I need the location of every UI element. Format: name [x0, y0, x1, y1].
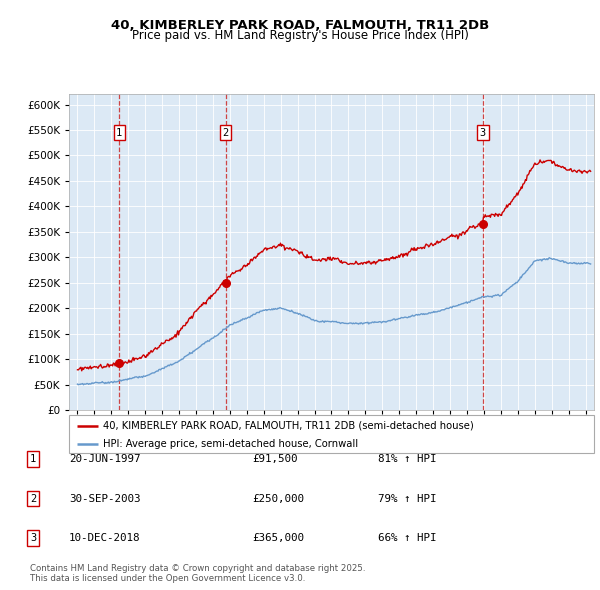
- Text: £91,500: £91,500: [252, 454, 298, 464]
- Text: 40, KIMBERLEY PARK ROAD, FALMOUTH, TR11 2DB: 40, KIMBERLEY PARK ROAD, FALMOUTH, TR11 …: [111, 19, 489, 32]
- Text: 3: 3: [30, 533, 36, 543]
- Text: 1: 1: [30, 454, 36, 464]
- Text: £365,000: £365,000: [252, 533, 304, 543]
- Text: £250,000: £250,000: [252, 494, 304, 503]
- Text: Price paid vs. HM Land Registry's House Price Index (HPI): Price paid vs. HM Land Registry's House …: [131, 30, 469, 42]
- Text: 2: 2: [30, 494, 36, 503]
- Text: 20-JUN-1997: 20-JUN-1997: [69, 454, 140, 464]
- Text: HPI: Average price, semi-detached house, Cornwall: HPI: Average price, semi-detached house,…: [103, 438, 358, 448]
- Text: Contains HM Land Registry data © Crown copyright and database right 2025.
This d: Contains HM Land Registry data © Crown c…: [30, 563, 365, 583]
- Text: 30-SEP-2003: 30-SEP-2003: [69, 494, 140, 503]
- Text: 3: 3: [480, 127, 486, 137]
- FancyBboxPatch shape: [69, 415, 594, 453]
- Text: 66% ↑ HPI: 66% ↑ HPI: [378, 533, 437, 543]
- Text: 79% ↑ HPI: 79% ↑ HPI: [378, 494, 437, 503]
- Text: 2: 2: [223, 127, 229, 137]
- Text: 1: 1: [116, 127, 122, 137]
- Text: 10-DEC-2018: 10-DEC-2018: [69, 533, 140, 543]
- Text: 81% ↑ HPI: 81% ↑ HPI: [378, 454, 437, 464]
- Text: 40, KIMBERLEY PARK ROAD, FALMOUTH, TR11 2DB (semi-detached house): 40, KIMBERLEY PARK ROAD, FALMOUTH, TR11 …: [103, 421, 474, 431]
